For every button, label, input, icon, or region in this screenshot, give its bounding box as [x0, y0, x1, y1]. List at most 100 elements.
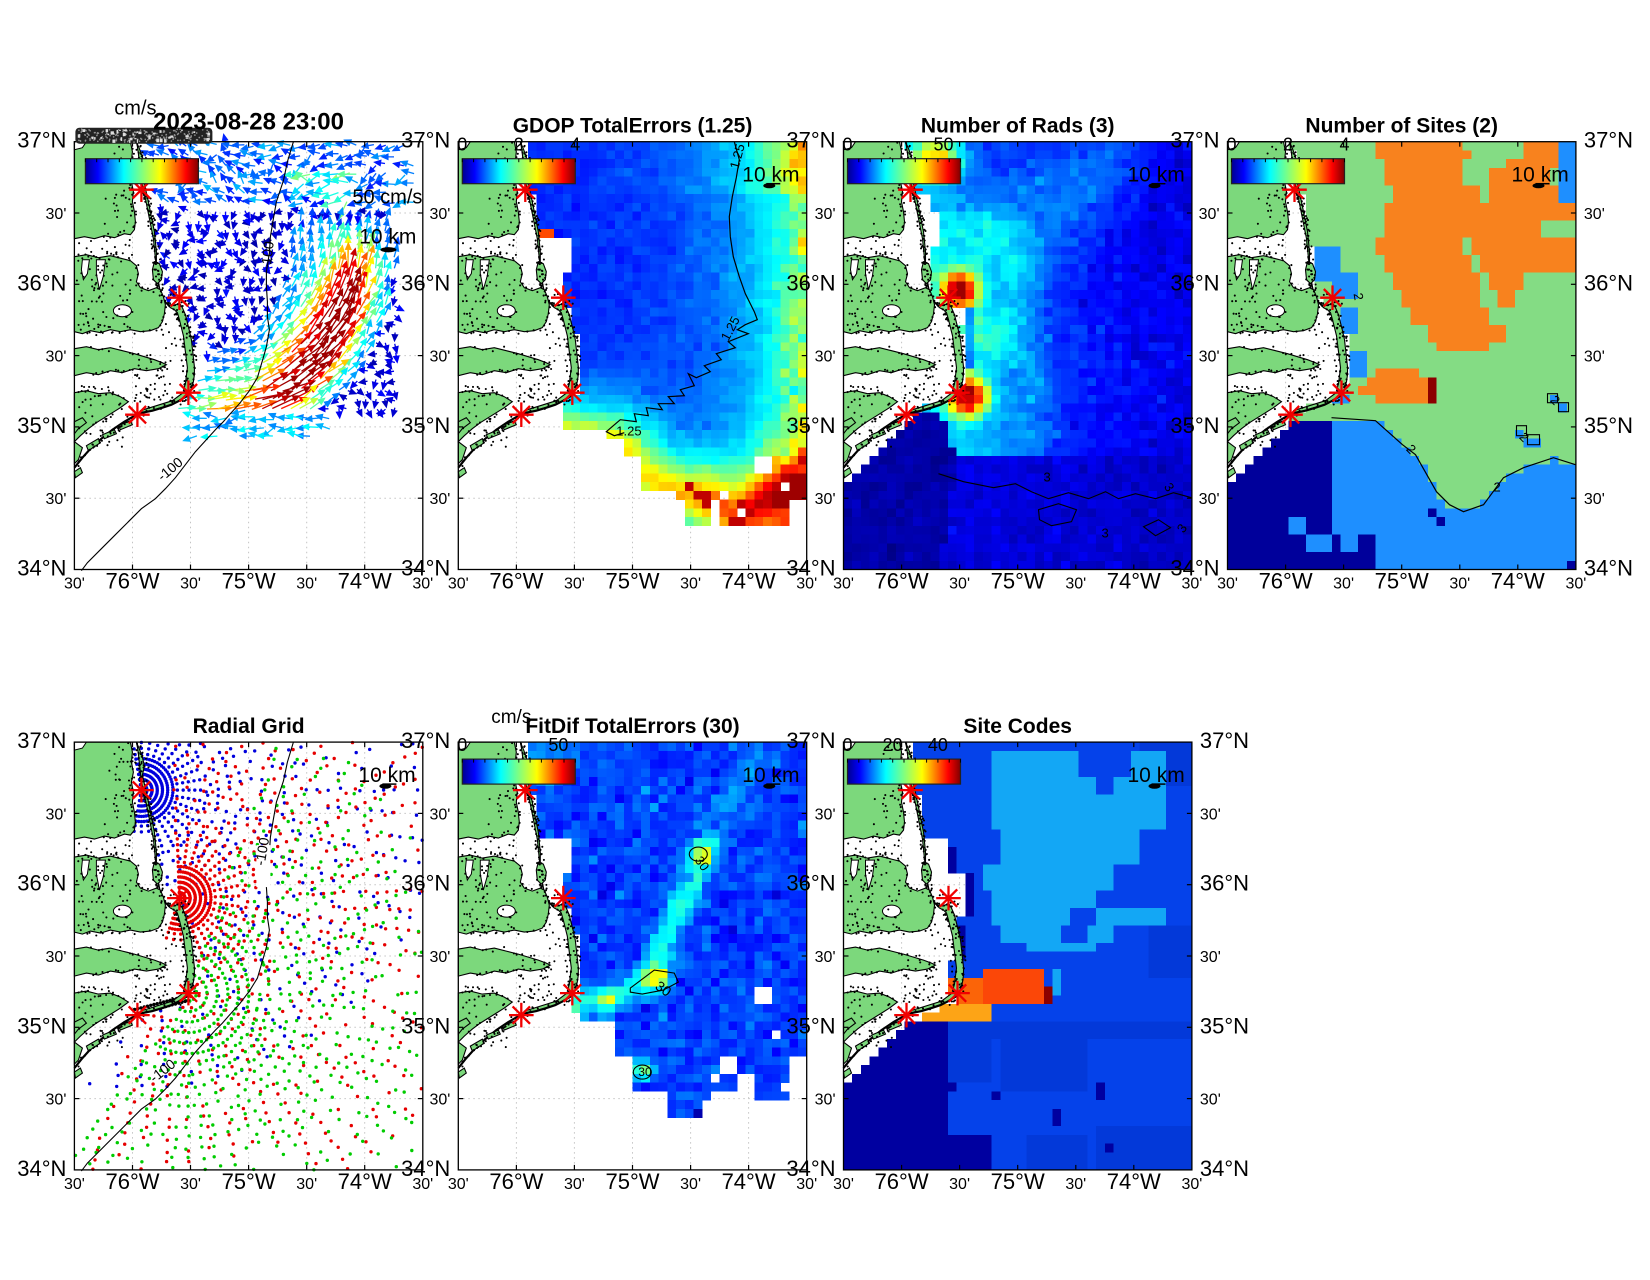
svg-text:76°W: 76°W	[489, 1169, 543, 1194]
svg-text:10 km: 10 km	[742, 764, 799, 787]
svg-text:10 km: 10 km	[1512, 164, 1569, 187]
svg-text:30': 30'	[429, 1092, 450, 1109]
svg-text:1.25: 1.25	[727, 142, 748, 170]
svg-text:cm/s: cm/s	[114, 98, 156, 120]
svg-text:1.25: 1.25	[616, 424, 641, 439]
svg-text:30': 30'	[46, 949, 67, 966]
svg-text:30': 30'	[949, 576, 970, 593]
svg-text:30: 30	[692, 853, 713, 873]
svg-text:30': 30'	[1584, 491, 1605, 508]
svg-text:75°W: 75°W	[222, 569, 276, 594]
svg-text:30': 30'	[1200, 806, 1221, 823]
svg-text:50: 50	[548, 735, 568, 755]
svg-text:37°N: 37°N	[17, 728, 66, 753]
svg-text:36°N: 36°N	[1200, 871, 1249, 896]
svg-text:0: 0	[842, 735, 852, 755]
svg-text:74°W: 74°W	[1491, 569, 1545, 594]
svg-text:30': 30'	[1333, 576, 1354, 593]
svg-text:76°W: 76°W	[105, 569, 159, 594]
svg-text:30': 30'	[180, 576, 201, 593]
svg-text:30': 30'	[949, 1176, 970, 1193]
svg-text:75°W: 75°W	[605, 1169, 659, 1194]
svg-text:30': 30'	[1181, 576, 1202, 593]
svg-text:34°N: 34°N	[1200, 1156, 1249, 1181]
svg-text:30': 30'	[815, 1092, 836, 1109]
svg-text:30': 30'	[429, 491, 450, 508]
svg-text:30': 30'	[833, 576, 854, 593]
svg-text:2023-08-28 23:00: 2023-08-28 23:00	[153, 109, 344, 136]
svg-text:30': 30'	[680, 576, 701, 593]
svg-text:74°W: 74°W	[338, 1169, 392, 1194]
svg-text:30': 30'	[1199, 349, 1220, 366]
svg-text:30': 30'	[1200, 949, 1221, 966]
svg-text:34°N: 34°N	[1170, 556, 1219, 581]
svg-text:0: 0	[842, 135, 852, 155]
svg-text:36°N: 36°N	[17, 270, 66, 295]
svg-text:30': 30'	[429, 949, 450, 966]
svg-text:35°N: 35°N	[401, 1013, 450, 1038]
svg-text:30': 30'	[815, 806, 836, 823]
svg-text:30': 30'	[564, 1176, 585, 1193]
svg-text:FitDif TotalErrors (30): FitDif TotalErrors (30)	[525, 715, 739, 738]
svg-text:76°W: 76°W	[105, 1169, 159, 1194]
svg-text:74°W: 74°W	[1107, 569, 1161, 594]
svg-text:30': 30'	[796, 1176, 817, 1193]
svg-text:30': 30'	[429, 206, 450, 223]
svg-text:30': 30'	[796, 576, 817, 593]
svg-text:37°N: 37°N	[17, 128, 66, 153]
svg-text:30': 30'	[815, 949, 836, 966]
svg-text:30': 30'	[1200, 1092, 1221, 1109]
svg-text:30': 30'	[815, 349, 836, 366]
svg-text:30': 30'	[815, 491, 836, 508]
svg-text:36°N: 36°N	[786, 270, 835, 295]
svg-text:30': 30'	[1565, 576, 1586, 593]
svg-text:34°N: 34°N	[17, 1156, 66, 1181]
svg-text:Site Codes: Site Codes	[963, 715, 1072, 738]
svg-text:35°N: 35°N	[1584, 413, 1633, 438]
svg-text:30': 30'	[64, 576, 85, 593]
svg-text:30': 30'	[1449, 576, 1470, 593]
svg-text:30': 30'	[1584, 349, 1605, 366]
svg-text:34°N: 34°N	[17, 556, 66, 581]
svg-text:30': 30'	[412, 576, 433, 593]
svg-text:30': 30'	[296, 576, 317, 593]
svg-text:30': 30'	[46, 349, 67, 366]
svg-text:30': 30'	[1584, 206, 1605, 223]
svg-text:34°N: 34°N	[401, 556, 450, 581]
svg-text:76°W: 76°W	[875, 569, 929, 594]
svg-text:30': 30'	[1181, 1176, 1202, 1193]
svg-text:30': 30'	[680, 1176, 701, 1193]
svg-text:75°W: 75°W	[991, 569, 1045, 594]
svg-text:30': 30'	[815, 206, 836, 223]
svg-text:34°N: 34°N	[786, 556, 835, 581]
svg-text:10 km: 10 km	[358, 764, 415, 787]
svg-text:36°N: 36°N	[786, 871, 835, 896]
svg-text:30': 30'	[64, 1176, 85, 1193]
svg-text:35°N: 35°N	[17, 413, 66, 438]
svg-text:37°N: 37°N	[401, 128, 450, 153]
svg-text:GDOP TotalErrors (1.25): GDOP TotalErrors (1.25)	[513, 115, 753, 138]
svg-text:30': 30'	[429, 349, 450, 366]
svg-text:76°W: 76°W	[1259, 569, 1313, 594]
svg-text:50 cm/s: 50 cm/s	[352, 187, 422, 209]
svg-text:36°N: 36°N	[401, 270, 450, 295]
svg-text:34°N: 34°N	[786, 1156, 835, 1181]
svg-text:2: 2	[1283, 135, 1293, 155]
svg-text:2: 2	[1351, 292, 1367, 302]
svg-text:3: 3	[1102, 526, 1109, 541]
svg-text:75°W: 75°W	[991, 1169, 1045, 1194]
svg-text:30': 30'	[1065, 1176, 1086, 1193]
svg-text:30': 30'	[1217, 576, 1238, 593]
svg-text:Number of Sites (2): Number of Sites (2)	[1305, 115, 1498, 138]
svg-text:4: 4	[1339, 135, 1349, 155]
svg-text:37°N: 37°N	[1200, 728, 1249, 753]
svg-text:36°N: 36°N	[17, 871, 66, 896]
svg-text:30': 30'	[564, 576, 585, 593]
svg-text:30: 30	[638, 1065, 652, 1079]
svg-text:30': 30'	[448, 1176, 469, 1193]
svg-text:30': 30'	[833, 1176, 854, 1193]
svg-text:30': 30'	[429, 806, 450, 823]
svg-text:Number of Rads (3): Number of Rads (3)	[921, 115, 1115, 138]
svg-text:10 km: 10 km	[1128, 764, 1185, 787]
svg-text:cm/s: cm/s	[491, 707, 531, 728]
